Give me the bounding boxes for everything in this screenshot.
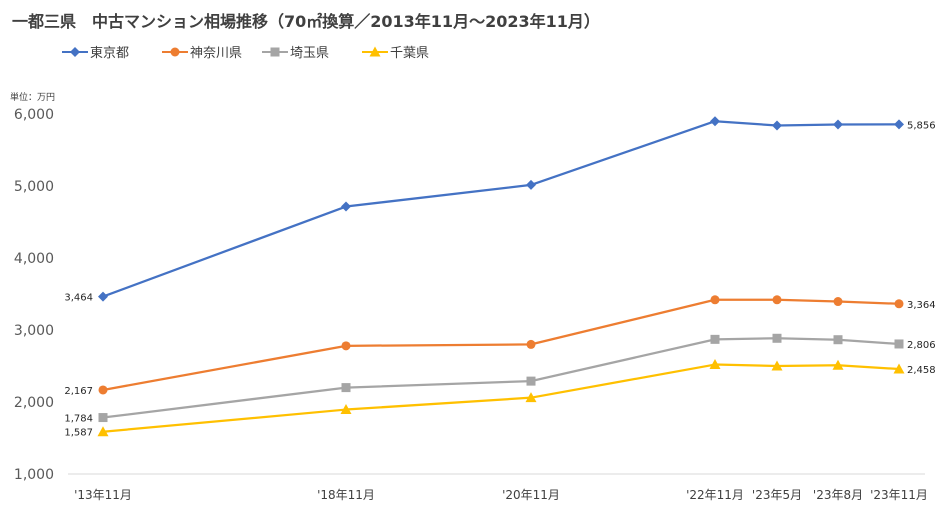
x-tick-label: '22年11月 [686, 488, 744, 502]
data-point [833, 335, 843, 345]
data-point [772, 333, 782, 343]
data-point [771, 360, 783, 371]
y-tick-label: 4,000 [14, 251, 54, 267]
unit-label: 単位：万円 [10, 93, 56, 103]
data-point [833, 297, 843, 307]
legend: 東京都 神奈川県 埼玉県 千葉県 [62, 42, 462, 61]
diamond-marker-icon [62, 46, 88, 57]
data-point [894, 299, 904, 309]
data-point [98, 291, 108, 302]
data-point [709, 359, 721, 370]
data-label: 2,167 [64, 386, 93, 397]
y-tick-label: 3,000 [14, 323, 54, 339]
data-label: 5,856 [907, 120, 936, 131]
y-tick-label: 2,000 [14, 395, 54, 411]
data-point [98, 413, 108, 423]
x-tick-label: '23年5月 [752, 488, 802, 502]
data-point [710, 334, 720, 344]
data-point [894, 339, 904, 349]
legend-item: 神奈川県 [162, 42, 262, 61]
data-point [526, 376, 536, 386]
data-point [772, 295, 782, 305]
data-point [833, 119, 843, 130]
legend-item: 埼玉県 [262, 42, 362, 61]
legend-marker [369, 46, 381, 56]
chart-title: 一都三県 中古マンション相場推移（70㎡換算／2013年11月～2023年11月… [12, 12, 600, 31]
data-point [894, 119, 904, 130]
triangle-marker-icon [362, 46, 388, 56]
data-point [341, 383, 351, 393]
legend-marker [170, 47, 180, 56]
legend-marker [70, 46, 80, 57]
x-tick-label: '13年11月 [74, 488, 132, 502]
data-label: 3,364 [907, 300, 936, 311]
series-line-1 [102, 298, 900, 392]
circle-marker-icon [162, 47, 188, 56]
data-point [772, 120, 782, 131]
legend-label: 東京都 [90, 46, 130, 61]
legend-label: 埼玉県 [290, 46, 330, 61]
data-point [710, 295, 720, 305]
data-label: 2,458 [907, 365, 936, 376]
square-marker-icon [262, 47, 288, 56]
data-label: 1,784 [64, 414, 93, 425]
data-point [340, 404, 352, 415]
y-tick-label: 1,000 [14, 467, 54, 483]
data-point [98, 385, 108, 395]
x-tick-label: '23年11月 [870, 488, 928, 502]
y-tick-label: 5,000 [14, 179, 54, 195]
x-tick-label: '20年11月 [502, 488, 560, 502]
data-point [341, 341, 351, 351]
series-line-0 [102, 120, 900, 298]
legend-item: 千葉県 [362, 42, 462, 61]
series-line-3 [102, 363, 900, 433]
data-point [97, 426, 109, 437]
legend-label: 神奈川県 [190, 46, 243, 61]
data-label: 2,806 [907, 340, 936, 351]
y-tick-label: 6,000 [14, 107, 54, 123]
data-point [341, 201, 351, 212]
legend-marker [270, 47, 280, 56]
data-point [832, 359, 844, 370]
data-label: 1,587 [64, 428, 93, 439]
data-point [893, 363, 905, 374]
data-point [525, 392, 537, 403]
data-point [526, 339, 536, 349]
x-tick-label: '18年11月 [317, 488, 375, 502]
data-point [526, 179, 536, 190]
x-tick-label: '23年8月 [813, 488, 863, 502]
series-line-2 [102, 337, 900, 419]
legend-item: 東京都 [62, 42, 162, 61]
data-point [710, 116, 720, 127]
legend-label: 千葉県 [390, 46, 430, 61]
data-label: 3,464 [64, 293, 93, 304]
